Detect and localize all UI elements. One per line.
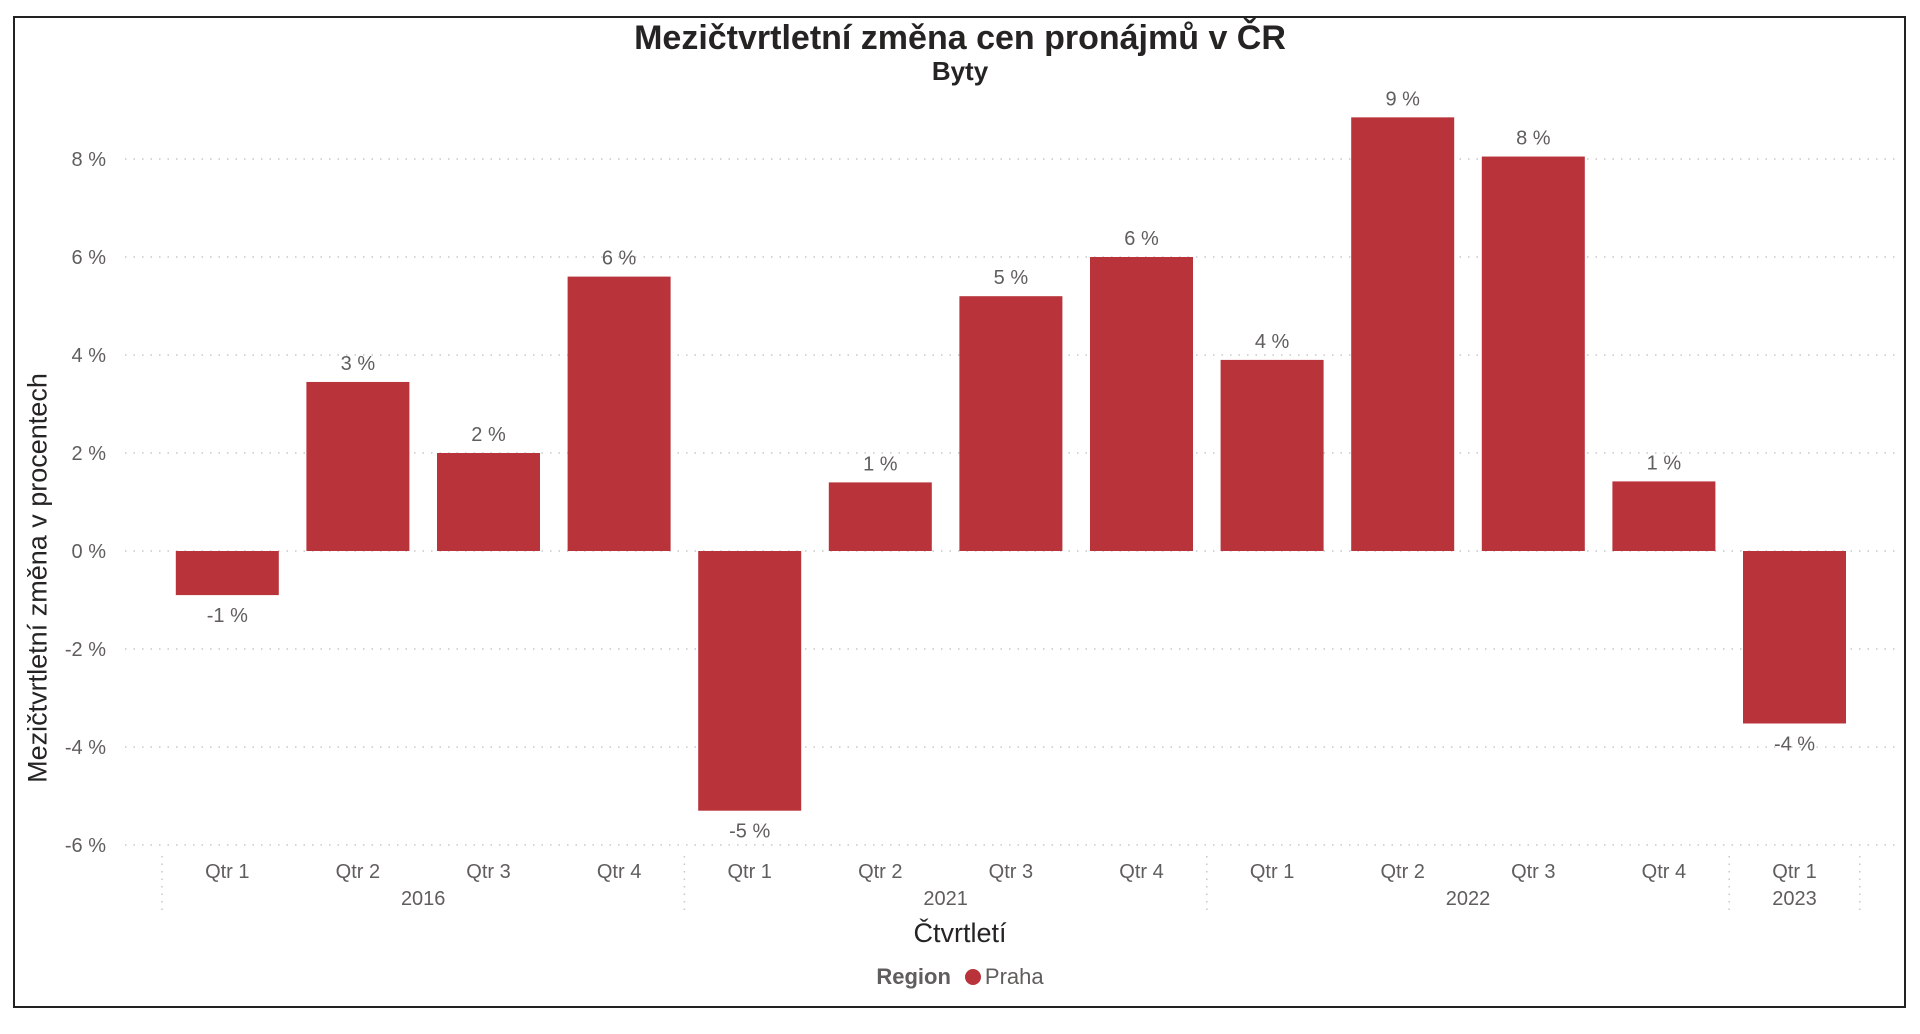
x-tick-label: Qtr 1 (205, 861, 249, 883)
bar (1743, 551, 1846, 724)
y-tick-label: 8 % (72, 149, 107, 171)
x-axis-title: Čtvrtletí (913, 918, 1007, 948)
chart-title: Mezičtvrtletní změna cen pronájmů v ČR (634, 19, 1286, 57)
data-label: -1 % (207, 605, 248, 627)
bar (567, 276, 671, 551)
bar (1481, 156, 1585, 552)
data-label: 5 % (994, 267, 1029, 289)
x-axis: Qtr 1 Qtr 2 Qtr 3 Qtr 4 Qtr 1 Qtr 2 Qtr 3 Qtr 4… (161, 856, 1861, 912)
bar (828, 482, 932, 551)
x-group-label: 2021 (923, 888, 968, 910)
bar (175, 551, 279, 596)
y-tick-label: 2 % (72, 443, 107, 465)
x-tick-label: Qtr 1 (1772, 861, 1816, 883)
data-label: -5 % (729, 821, 770, 843)
y-tick-label: 6 % (72, 247, 107, 269)
y-tick-label: -4 % (65, 737, 106, 759)
x-group-label: 2016 (401, 888, 446, 910)
data-label: 9 % (1385, 88, 1420, 110)
x-tick-label: Qtr 4 (1119, 861, 1163, 883)
legend-marker-icon (964, 969, 981, 985)
bar (959, 296, 1063, 551)
x-tick-label: Qtr 3 (1511, 861, 1555, 883)
chart-subtitle: Byty (931, 56, 989, 86)
y-tick-label: 4 % (72, 345, 107, 367)
data-label: 4 % (1255, 331, 1290, 353)
data-label: 8 % (1516, 128, 1551, 150)
y-tick-label: -2 % (65, 639, 106, 661)
legend: Region Praha (0, 964, 1920, 990)
x-group-label: 2022 (1446, 888, 1491, 910)
x-tick-label: Qtr 1 (727, 861, 771, 883)
data-label: 1 % (1647, 452, 1682, 474)
bar (1220, 359, 1324, 551)
bar (698, 551, 802, 811)
bar (1351, 117, 1455, 551)
y-axis-title: Mezičtvrtletní změna v procentech (22, 373, 53, 783)
bar (306, 381, 410, 551)
legend-title: Region (876, 964, 951, 989)
data-label: 6 % (1124, 228, 1159, 250)
bar (1612, 481, 1716, 551)
data-label: 6 % (602, 248, 637, 270)
x-tick-label: Qtr 4 (597, 861, 641, 883)
bar (437, 453, 540, 551)
data-labels: -1 % 3 % 2 % 6 % -5 % 1 % 5 % 6 % 4 % 9 % 8 % 1 % -4… (207, 88, 1816, 842)
x-group-label: 2023 (1772, 888, 1817, 910)
x-tick-label: Qtr 4 (1642, 861, 1686, 883)
x-tick-label: Qtr 2 (858, 861, 902, 883)
y-tick-label: 0 % (72, 541, 107, 563)
x-tick-label: Qtr 3 (989, 861, 1033, 883)
y-axis-ticks: -6 % -4 % -2 % 0 % 2 % 4 % 6 % 8 % (65, 149, 106, 857)
bar (1090, 257, 1193, 551)
bars (175, 117, 1846, 811)
x-tick-label: Qtr 2 (336, 861, 380, 883)
data-label: 3 % (341, 353, 376, 375)
data-label: 2 % (471, 424, 506, 446)
x-tick-label: Qtr 2 (1380, 861, 1424, 883)
data-label: 1 % (863, 453, 898, 475)
y-tick-label: -6 % (65, 835, 106, 857)
legend-entry-praha: Praha (984, 964, 1044, 989)
data-label: -4 % (1774, 733, 1815, 755)
x-tick-label: Qtr 1 (1250, 861, 1294, 883)
x-tick-label: Qtr 3 (466, 861, 510, 883)
